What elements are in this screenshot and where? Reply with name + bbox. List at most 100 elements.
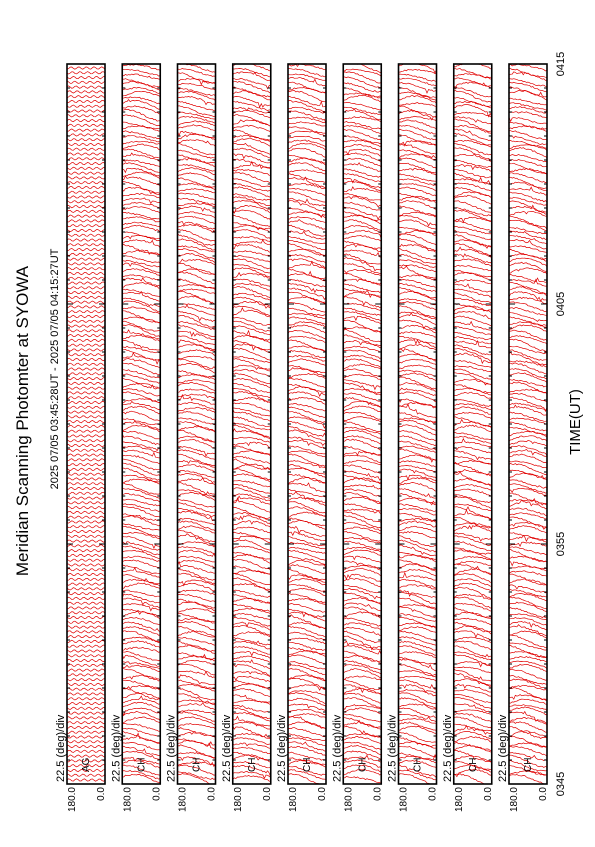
trace-line [343,193,382,201]
trace-line [398,713,437,723]
trace-line [122,567,161,579]
trace-line [509,159,547,168]
trace-line [67,310,105,314]
trace-line [288,316,326,325]
trace-line [398,651,437,659]
trace-line [509,147,547,158]
trace-line [509,291,547,302]
trace-line [288,708,326,715]
trace-line [288,622,326,630]
trace-line [177,72,216,86]
trace-line [232,483,271,494]
trace-line [67,267,105,271]
trace-line [177,417,216,426]
trace-line [122,550,161,560]
trace-line [122,636,161,644]
trace-line [67,740,105,744]
trace-line [343,713,382,723]
trace-line [343,340,382,348]
trace-line [509,507,547,516]
trace-line [232,613,271,621]
trace-line [509,512,547,520]
trace-line [122,334,161,343]
channel-label: CH [357,758,368,772]
trace-line [122,630,161,643]
trace-line [67,453,105,457]
trace-line [67,673,105,677]
trace-line [177,510,216,522]
trace-line [343,329,382,343]
trace-line [177,202,216,207]
trace-line [122,661,161,669]
trace-line [67,233,105,237]
trace-line [288,188,326,196]
trace-line [177,502,216,513]
trace-line [288,625,326,638]
trace-line [343,678,382,691]
panel-traces [177,64,216,784]
trace-line [232,409,271,422]
x-tick-label: 0415 [555,52,567,76]
trace-line [453,406,492,415]
trace-line [509,710,547,724]
trace-line [509,616,547,626]
trace-line [343,693,382,704]
trace-line [509,593,547,601]
y-bottom-label: 0.0 [207,787,218,801]
trace-line [453,220,492,231]
trace-line [122,206,161,214]
trace-line [122,727,161,737]
trace-line [177,224,216,234]
trace-line [398,274,437,279]
panel-traces [288,64,326,784]
trace-line [509,675,547,685]
panel-traces [122,64,161,784]
trace-line [177,684,216,692]
trace-line [453,724,492,735]
trace-line [398,226,437,235]
trace-line [398,336,437,345]
trace-line [453,651,492,660]
trace-line [232,715,271,727]
trace-line [232,172,271,184]
trace-line [509,704,547,711]
trace-line [398,301,437,310]
trace-line [453,365,492,373]
trace-line [398,205,437,218]
trace-line [288,757,326,766]
trace-line [288,745,326,757]
trace-line [177,211,216,219]
trace-line [67,109,105,113]
trace-line [177,699,216,706]
trace-line [177,637,216,646]
trace-line [453,391,492,400]
trace-line [398,544,437,556]
trace-line [232,771,271,780]
trace-line [177,651,216,660]
trace-line [509,698,547,705]
trace-line [453,344,492,356]
trace-line [509,630,547,639]
y-bottom-label: 0.0 [538,787,549,801]
trace-line [343,272,382,285]
trace-line [509,469,547,480]
trace-line [343,421,382,433]
trace-line [232,169,271,176]
trace-line [67,725,105,729]
trace-line [122,373,161,384]
trace-line [67,138,105,142]
trace-line [398,143,437,155]
trace-line [122,201,161,209]
trace-line [509,488,547,497]
trace-line [122,231,161,240]
trace-line [177,459,216,468]
trace-line [122,651,161,662]
trace-line [288,312,326,319]
trace-line [343,640,382,651]
trace-line [67,625,105,629]
trace-line [398,465,437,473]
trace-line [232,436,271,443]
trace-line [67,400,105,405]
trace-line [177,253,216,264]
